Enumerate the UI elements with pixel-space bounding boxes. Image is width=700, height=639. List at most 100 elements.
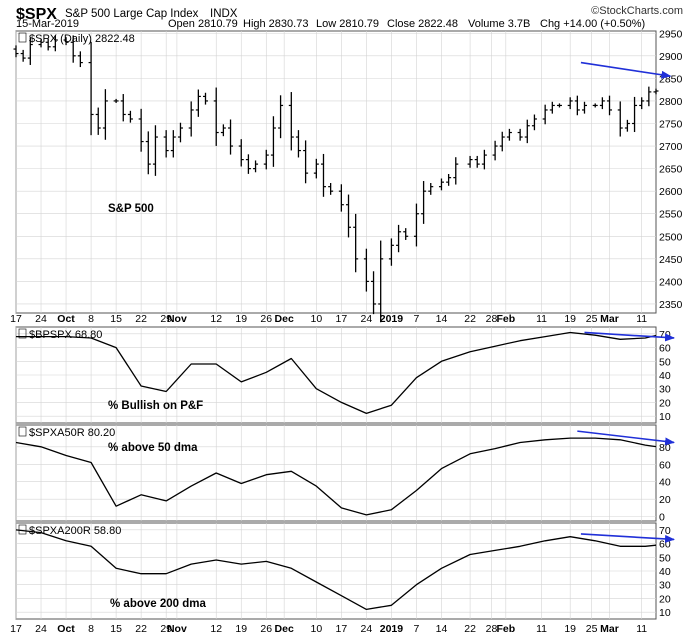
x-tick-label: 22 xyxy=(464,313,476,325)
x-tick-label: 22 xyxy=(464,623,476,635)
y-tick-label: 70 xyxy=(659,525,671,537)
above-50dma-panel: 0 20 40 60 80 $SPXA50R 80.20 % above 50 dma xyxy=(15,424,675,524)
series-label: $SPXA50R 80.20 xyxy=(29,427,115,439)
trend-arrow xyxy=(580,533,675,543)
y-tick-label: 2950 xyxy=(659,28,683,40)
x-tick-label: 26 xyxy=(260,313,272,325)
x-tick-label: Dec xyxy=(275,313,294,325)
x-tick-label: 17 xyxy=(336,623,348,635)
x-tick-label: 25 xyxy=(586,313,598,325)
series-line xyxy=(16,331,657,415)
y-tick-label: 20 xyxy=(659,593,671,605)
x-tick-label: 7 xyxy=(414,313,420,325)
x-tick-label: 14 xyxy=(436,623,448,635)
price-panel: 2350 2400 2450 2500 2550 2600 2650 2700 2750 2800… xyxy=(13,28,683,323)
x-tick-label: 19 xyxy=(564,313,576,325)
panel-annotation: % Bullish on P&F xyxy=(108,400,203,412)
y-tick-label: 0 xyxy=(659,512,665,524)
x-tick-label: 10 xyxy=(310,623,322,635)
y-tick-label: 2650 xyxy=(659,164,683,176)
series-label: $SPX (Daily) 2822.48 xyxy=(29,33,135,45)
y-tick-label: 20 xyxy=(659,494,671,506)
y-tick-label: 2700 xyxy=(659,141,683,153)
x-tick-label: 24 xyxy=(361,313,373,325)
x-tick-label: 24 xyxy=(361,623,373,635)
x-tick-label: Feb xyxy=(496,313,515,325)
x-tick-label: 19 xyxy=(564,623,576,635)
y-tick-label: 2400 xyxy=(659,276,683,288)
trend-arrow xyxy=(584,331,675,342)
x-tick-label: Oct xyxy=(57,313,75,325)
panel-menu-icon xyxy=(18,328,27,339)
x-tick-label: 25 xyxy=(586,623,598,635)
x-tick-label: Dec xyxy=(275,623,294,635)
y-tick-label: 70 xyxy=(659,329,671,341)
y-tick-label: 2800 xyxy=(659,96,683,108)
x-tick-label: 17 xyxy=(10,623,22,635)
x-tick-label: Mar xyxy=(600,623,619,635)
quote-low: Low 2810.79 xyxy=(316,18,379,30)
panel-menu-icon xyxy=(18,32,27,43)
x-tick-label: 28 xyxy=(486,623,498,635)
y-tick-label: 80 xyxy=(659,442,671,454)
index-name: S&P 500 Large Cap Index xyxy=(65,8,199,20)
x-tick-label: 19 xyxy=(235,313,247,325)
x-tick-label: 24 xyxy=(35,313,47,325)
y-tick-label: 50 xyxy=(659,356,671,368)
series-line xyxy=(15,529,657,611)
y-tick-label: 2350 xyxy=(659,299,683,311)
y-tick-label: 10 xyxy=(659,607,671,619)
x-tick-label: Nov xyxy=(167,313,187,325)
x-tick-label: 19 xyxy=(235,623,247,635)
symbol-title: $SPX xyxy=(16,6,57,23)
x-tick-label: 22 xyxy=(135,623,147,635)
x-tick-label: 11 xyxy=(636,313,647,325)
x-tick-label: 2019 xyxy=(380,623,404,635)
quote-volume: Volume 3.7B xyxy=(468,18,530,30)
x-tick-label: 17 xyxy=(336,313,348,325)
panel-annotation: % above 50 dma xyxy=(108,442,198,454)
x-tick-label: Mar xyxy=(600,313,619,325)
x-tick-label: 8 xyxy=(88,623,94,635)
y-tick-label: 2900 xyxy=(659,51,683,63)
y-tick-label: 60 xyxy=(659,539,671,551)
quote-open: Open 2810.79 xyxy=(168,18,238,30)
y-tick-label: 40 xyxy=(659,566,671,578)
x-tick-label: 15 xyxy=(110,623,122,635)
x-tick-label: 17 xyxy=(10,313,22,325)
quote-change: Chg +14.00 (+0.50%) xyxy=(540,18,645,30)
x-tick-label: 29 xyxy=(160,313,172,325)
x-tick-label: Feb xyxy=(496,623,515,635)
quote-high: High 2830.73 xyxy=(243,18,308,30)
series-line xyxy=(15,437,657,516)
panel-frame xyxy=(15,30,657,314)
x-tick-label: 12 xyxy=(210,313,222,325)
x-tick-label: 11 xyxy=(536,313,547,325)
exchange: INDX xyxy=(210,8,238,20)
y-tick-label: 30 xyxy=(659,384,671,396)
y-tick-label: 30 xyxy=(659,580,671,592)
y-tick-label: 50 xyxy=(659,552,671,564)
panel-menu-icon xyxy=(18,524,27,535)
x-tick-label: 2019 xyxy=(380,313,404,325)
y-tick-label: 2450 xyxy=(659,254,683,266)
y-tick-label: 2750 xyxy=(659,118,683,130)
y-tick-label: 40 xyxy=(659,477,671,489)
series-label: $SPXA200R 58.80 xyxy=(29,525,121,537)
quote-close: Close 2822.48 xyxy=(387,18,458,30)
panel-annotation: S&P 500 xyxy=(108,203,154,215)
y-tick-label: 60 xyxy=(659,459,671,471)
y-tick-label: 20 xyxy=(659,397,671,409)
y-tick-label: 2600 xyxy=(659,186,683,198)
y-tick-label: 40 xyxy=(659,370,671,382)
x-tick-label: 15 xyxy=(110,313,122,325)
chart-date: 15-Mar-2019 xyxy=(16,18,79,30)
x-tick-label: 8 xyxy=(88,313,94,325)
x-tick-label: 28 xyxy=(486,313,498,325)
x-tick-label: Nov xyxy=(167,623,187,635)
x-tick-label: 22 xyxy=(135,313,147,325)
